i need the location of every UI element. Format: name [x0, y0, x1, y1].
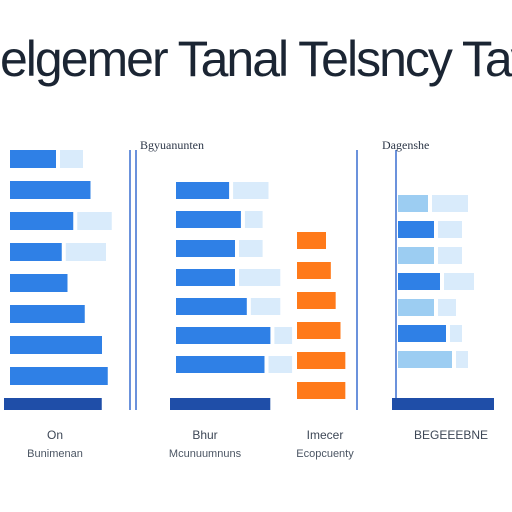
chart-title: elgemer Tanal Telsncy Tay: [0, 31, 512, 87]
panel-2-bar2-5: [250, 298, 281, 315]
panel-4-bar-4: [398, 273, 440, 290]
panel-4-bar2-5: [438, 299, 456, 316]
panel-1-base-bar: [4, 398, 102, 410]
panel-2-bar-1: [176, 182, 230, 199]
panel-2-bar-6: [176, 327, 271, 344]
panel-4-bar2-2: [438, 221, 462, 238]
panel-4-bar2-4: [444, 273, 474, 290]
caption-2-line2: Mcunuumnuns: [168, 448, 242, 460]
panel-1-bar-3: [10, 212, 74, 230]
panel-1-bar-8: [10, 367, 108, 385]
caption-1-line2: Bunimenan: [27, 448, 83, 460]
caption-1: On Bunimenan: [0, 428, 110, 460]
panel-3-bar-4: [297, 322, 341, 339]
caption-3-line1: Imecer: [306, 428, 344, 442]
panel-1-bar-7: [10, 336, 102, 354]
panel-label-4: Dagenshe: [382, 138, 430, 152]
panel-4-bar2-7: [456, 351, 468, 368]
caption-1-line1: On: [46, 428, 63, 442]
panel-3-bar-3: [297, 292, 336, 309]
panel-2-bar-7: [176, 356, 265, 373]
panel-4-bar-3: [398, 247, 434, 264]
caption-2-line1: Bhur: [192, 428, 218, 442]
panel-2-bar2-4: [239, 269, 281, 286]
panel-4-base-bar: [392, 398, 494, 410]
panel-3-bar-2: [297, 262, 331, 279]
panel-1-bar2-4: [65, 243, 106, 261]
panel-1-bar-2: [10, 181, 91, 199]
panel-2-bar2-7: [268, 356, 293, 373]
panel-1-bar-5: [10, 274, 68, 292]
panel-3-bar-1: [297, 232, 326, 249]
panel-2-bar-5: [176, 298, 247, 315]
panel-4-bar2-3: [438, 247, 462, 264]
panel-2-bar2-2: [244, 211, 263, 228]
panel-4-bar2-6: [450, 325, 462, 342]
panel-1-bar-1: [10, 150, 56, 168]
caption-2: Bhur Mcunuumnuns: [145, 428, 265, 460]
panel-2-bar2-1: [233, 182, 269, 199]
panel-4-bar-5: [398, 299, 434, 316]
caption-3-line2: Ecopcuenty: [296, 448, 354, 460]
panel-1-bar2-3: [77, 212, 112, 230]
caption-4-line1: BEGEEEBNE: [413, 428, 489, 442]
panel-2-bar-3: [176, 240, 235, 257]
panel-2-bar-4: [176, 269, 235, 286]
panel-2-bar2-6: [274, 327, 293, 344]
panel-4-bar-7: [398, 351, 452, 368]
panel-4-bar-1: [398, 195, 428, 212]
panel-4-bar2-1: [432, 195, 468, 212]
panel-1-bar-6: [10, 305, 85, 323]
panel-1-bar-4: [10, 243, 62, 261]
panel-1-bar2-1: [60, 150, 83, 168]
panel-4-bar-6: [398, 325, 446, 342]
caption-3: Imecer Ecopcuenty: [270, 428, 380, 460]
panel-2-base-bar: [170, 398, 271, 410]
caption-4: BEGEEEBNE: [390, 428, 512, 448]
panel-3-bar-6: [297, 382, 346, 399]
panel-label-2: Bgyuanunten: [140, 138, 204, 152]
panel-2-bar2-3: [239, 240, 263, 257]
panel-2-bar-2: [176, 211, 241, 228]
panel-4-bar-2: [398, 221, 434, 238]
panel-3-bar-5: [297, 352, 346, 369]
